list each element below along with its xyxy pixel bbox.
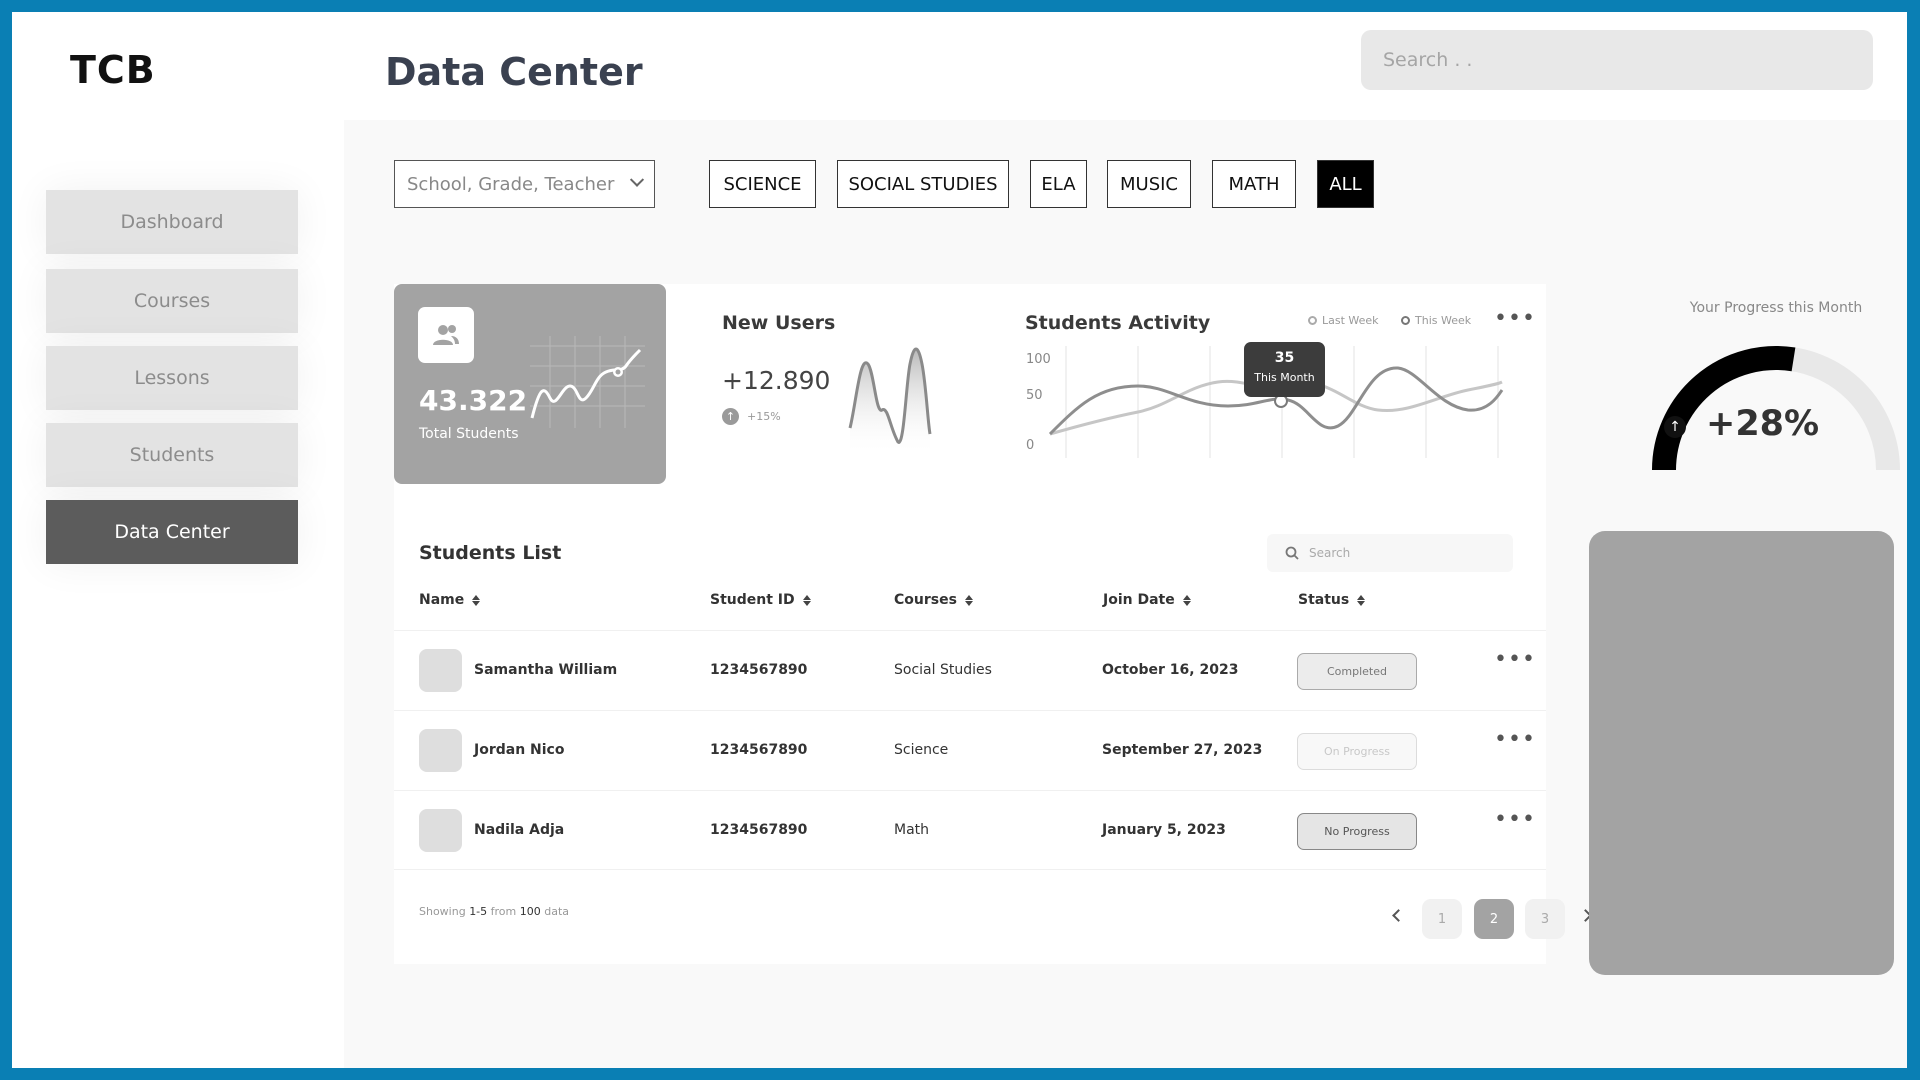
filter-science[interactable]: SCIENCE (709, 160, 816, 208)
new-users-value: +12.890 (722, 366, 831, 395)
sort-icon (802, 594, 811, 606)
student-name: Samantha William (474, 662, 618, 678)
student-join-date: January 5, 2023 (1102, 822, 1226, 838)
total-students-sparkline (530, 336, 645, 428)
legend-marker-icon (1401, 316, 1410, 325)
page-button-3[interactable]: 3 (1525, 899, 1565, 939)
student-name: Nadila Adja (474, 822, 565, 838)
legend-marker-icon (1308, 316, 1317, 325)
avatar (419, 729, 462, 772)
page-title: Data Center (385, 50, 643, 94)
student-id: 1234567890 (710, 742, 808, 758)
arrow-up-icon: ↑ (722, 408, 739, 425)
total-students-value: 43.322 (419, 384, 528, 417)
table-row[interactable]: Nadila Adja 1234567890 Math January 5, 2… (394, 790, 1546, 870)
student-course: Science (894, 742, 949, 758)
chevron-down-icon (629, 172, 645, 187)
students-search-input[interactable] (1309, 546, 1499, 560)
tooltip-label: This Month (1254, 371, 1315, 384)
brand-logo: TCB (70, 48, 156, 92)
sidebar-item-courses[interactable]: Courses (46, 269, 298, 333)
sort-icon (1357, 594, 1366, 606)
student-join-date: October 16, 2023 (1102, 662, 1239, 678)
sidebar-item-students[interactable]: Students (46, 423, 298, 487)
new-users-change-value: +15% (747, 410, 781, 423)
sort-icon (472, 594, 481, 606)
row-more-icon[interactable]: ••• (1494, 807, 1536, 832)
progress-gauge (1652, 346, 1900, 471)
school-grade-teacher-select[interactable]: School, Grade, Teacher (394, 160, 655, 208)
row-more-icon[interactable]: ••• (1494, 647, 1536, 672)
progress-label: Your Progress this Month (1689, 300, 1863, 316)
filter-social-studies[interactable]: SOCIAL STUDIES (837, 160, 1009, 208)
search-icon (1285, 546, 1299, 560)
row-more-icon[interactable]: ••• (1494, 727, 1536, 752)
column-header-status[interactable]: Status (1298, 592, 1366, 608)
page-button-1[interactable]: 1 (1422, 899, 1462, 939)
status-badge: On Progress (1297, 733, 1417, 770)
column-header-courses[interactable]: Courses (894, 592, 973, 608)
avatar (419, 809, 462, 852)
legend-last-week: Last Week (1308, 314, 1379, 327)
sort-icon (1182, 594, 1191, 606)
students-list-title: Students List (419, 542, 562, 564)
avatar (419, 649, 462, 692)
filter-math[interactable]: MATH (1212, 160, 1296, 208)
new-users-chart (848, 347, 932, 456)
pagination-summary: Showing 1-5 from 100 data (419, 905, 570, 918)
side-card (1589, 531, 1894, 975)
search-input[interactable] (1361, 30, 1873, 90)
activity-tooltip: 35 This Month (1244, 342, 1325, 397)
table-row[interactable]: Jordan Nico 1234567890 Science September… (394, 710, 1546, 790)
column-header-student-id[interactable]: Student ID (710, 592, 811, 608)
student-course: Social Studies (894, 662, 992, 678)
y-tick-100: 100 (1026, 352, 1051, 367)
sidebar-item-data-center[interactable]: Data Center (46, 500, 298, 564)
sidebar-item-dashboard[interactable]: Dashboard (46, 190, 298, 254)
legend-this-week: This Week (1401, 314, 1471, 327)
filter-music[interactable]: MUSIC (1107, 160, 1191, 208)
dashboard-panel: 43.322 Total Students New Users +12.890 (394, 284, 1592, 964)
student-name: Jordan Nico (474, 742, 565, 758)
status-badge: No Progress (1297, 813, 1417, 850)
y-tick-0: 0 (1026, 438, 1035, 453)
students-activity-title: Students Activity (1025, 312, 1211, 334)
new-users-title: New Users (722, 312, 836, 334)
table-row[interactable]: Samantha William 1234567890 Social Studi… (394, 630, 1546, 710)
users-icon (418, 307, 474, 363)
student-id: 1234567890 (710, 662, 808, 678)
new-users-change: ↑ +15% (722, 408, 781, 425)
page-button-2[interactable]: 2 (1474, 899, 1514, 939)
y-tick-50: 50 (1026, 388, 1043, 403)
sort-icon (964, 594, 973, 606)
select-value: School, Grade, Teacher (407, 173, 615, 195)
status-badge: Completed (1297, 653, 1417, 690)
progress-value: +28% (1706, 404, 1820, 444)
chevron-left-icon[interactable] (1392, 909, 1405, 922)
sidebar-item-lessons[interactable]: Lessons (46, 346, 298, 410)
arrow-up-icon: ↑ (1664, 416, 1686, 438)
column-header-join-date[interactable]: Join Date (1103, 592, 1191, 608)
sidebar: Dashboard Courses Lessons Students Data … (12, 120, 344, 1068)
student-id: 1234567890 (710, 822, 808, 838)
students-search[interactable] (1267, 534, 1513, 572)
total-students-card: 43.322 Total Students (394, 284, 666, 484)
student-join-date: September 27, 2023 (1102, 742, 1263, 758)
total-students-label: Total Students (419, 426, 519, 442)
filter-all[interactable]: ALL (1317, 160, 1374, 208)
main-content: School, Grade, Teacher SCIENCE SOCIAL ST… (344, 120, 1907, 1068)
activity-more-icon[interactable]: ••• (1494, 306, 1536, 331)
filter-ela[interactable]: ELA (1030, 160, 1087, 208)
student-course: Math (894, 822, 930, 838)
column-header-name[interactable]: Name (419, 592, 481, 608)
app-window: TCB Data Center Dashboard Courses Lesson… (12, 12, 1907, 1068)
tooltip-value: 35 (1274, 350, 1295, 366)
